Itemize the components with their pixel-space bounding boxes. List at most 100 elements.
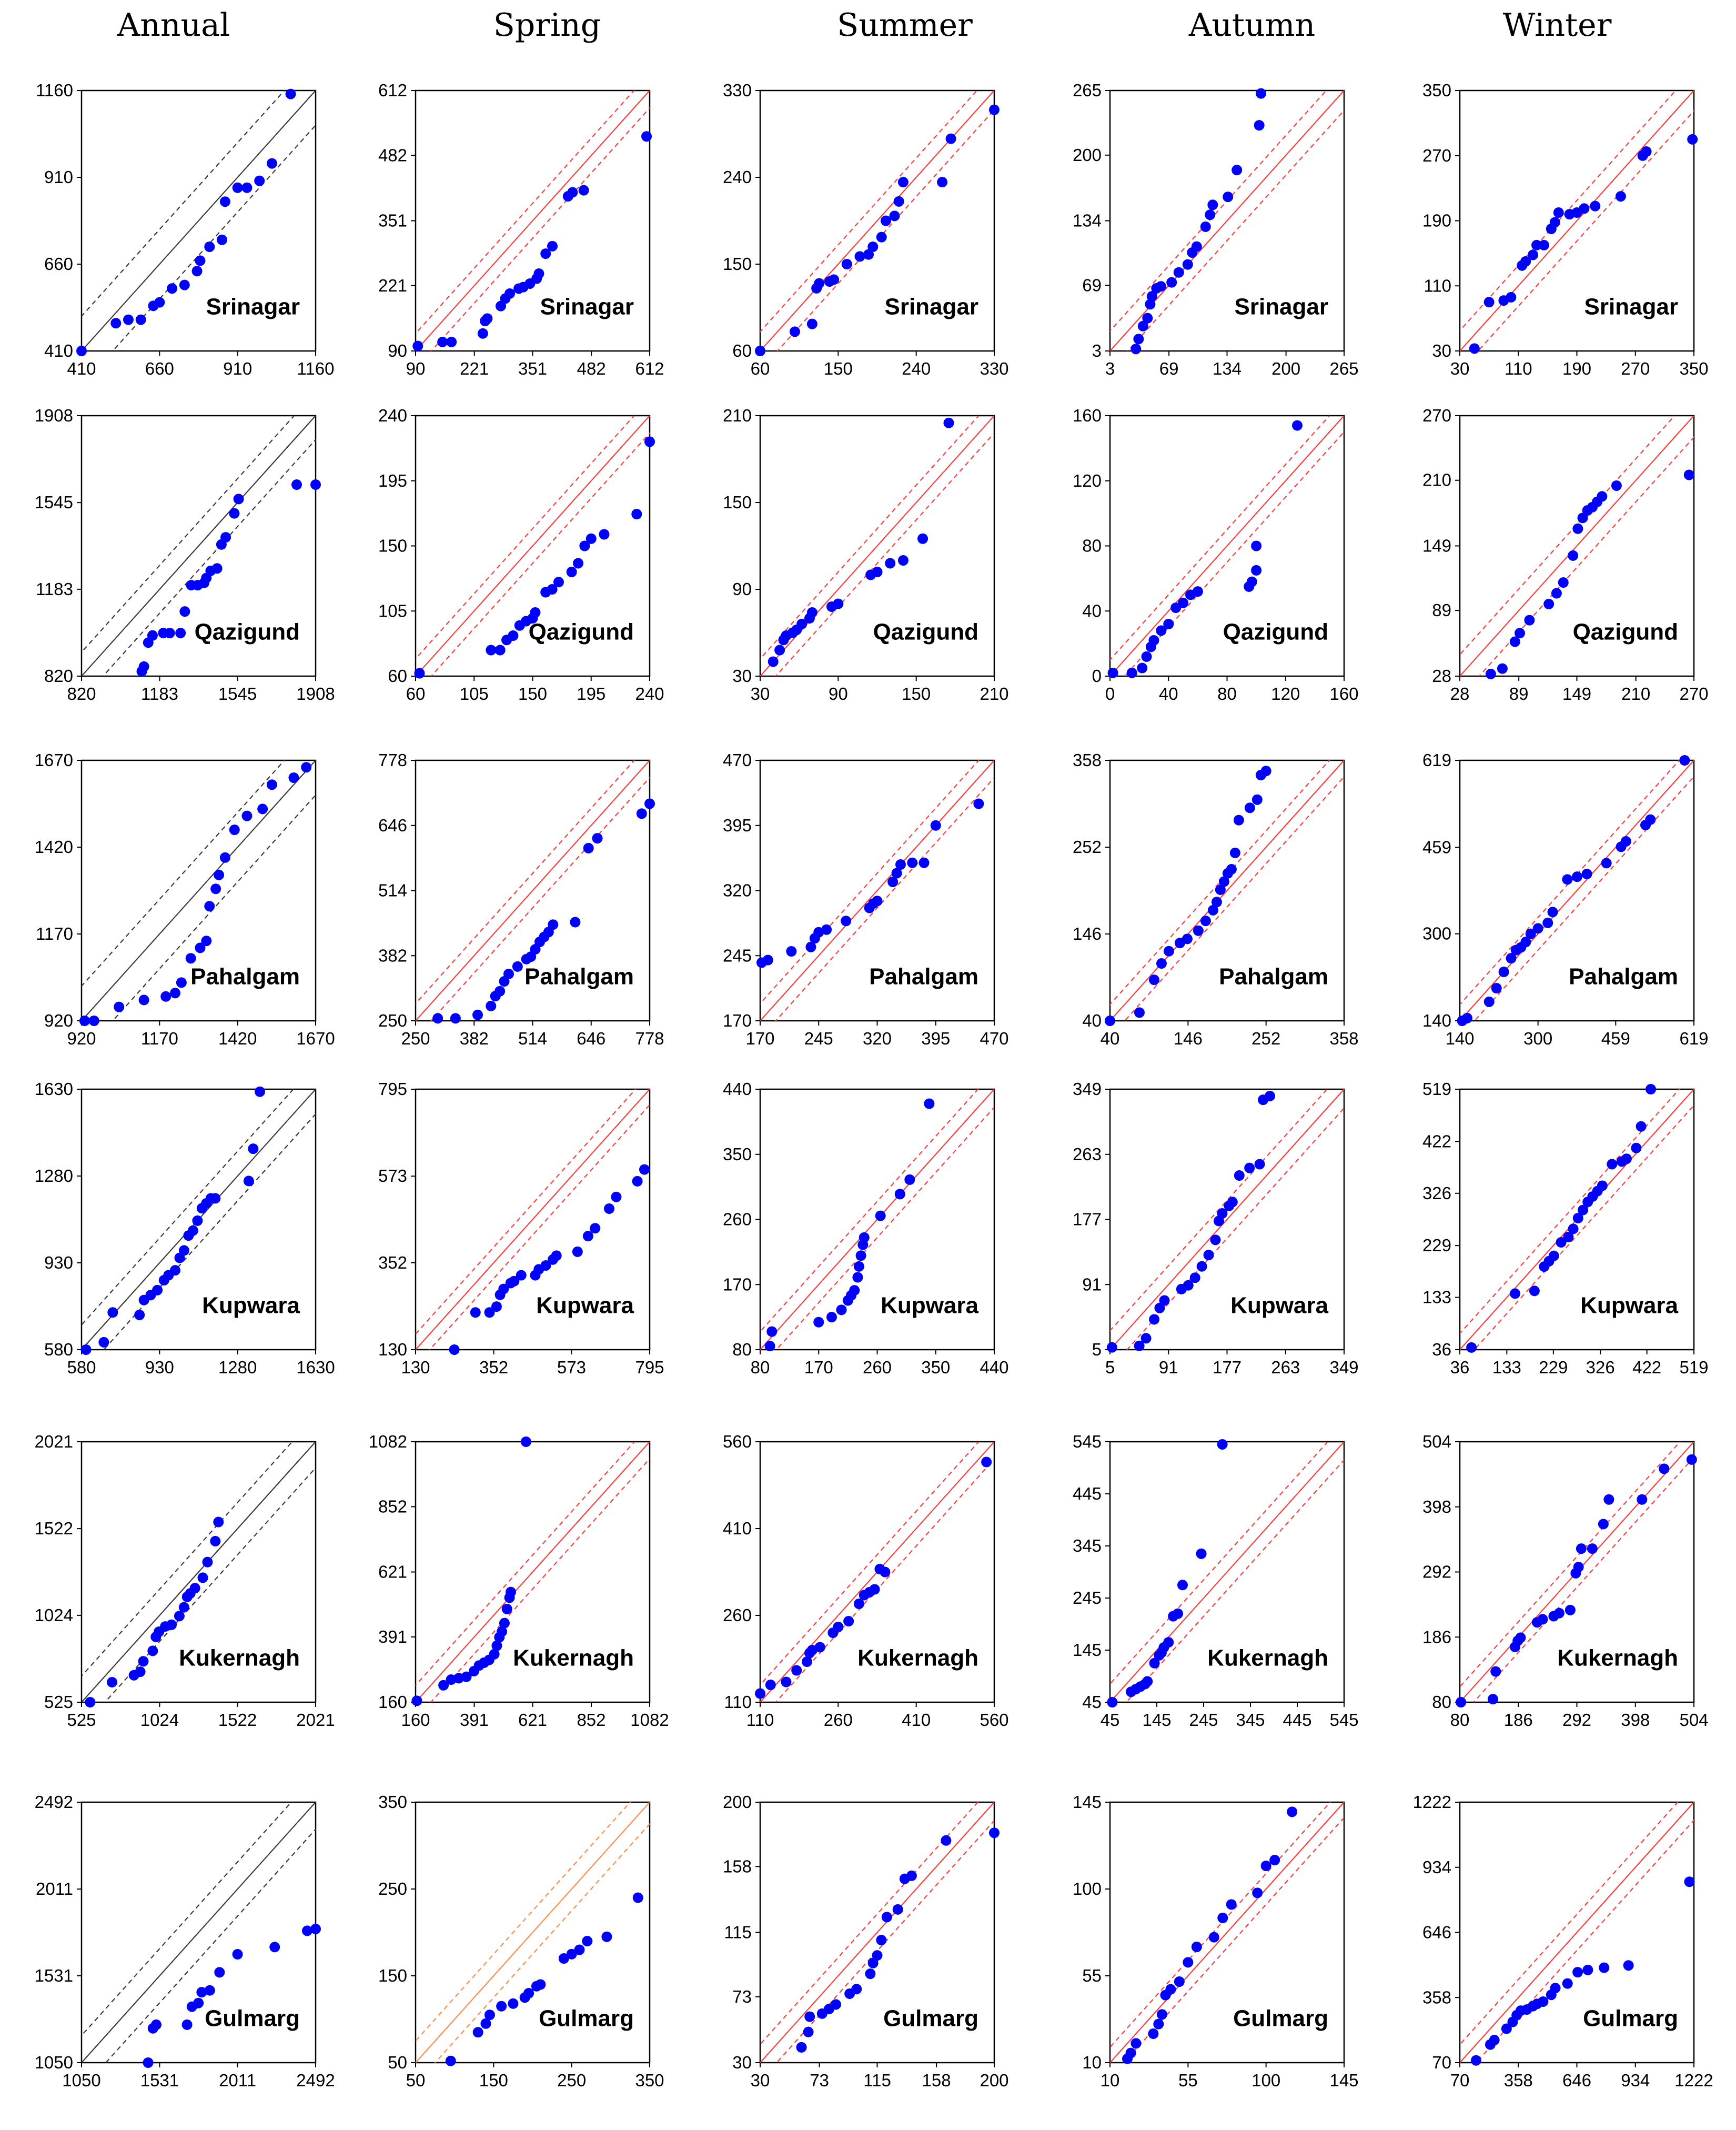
lower-bound-line bbox=[430, 1458, 650, 1702]
x-tick-label: 0 bbox=[1105, 684, 1115, 704]
data-point bbox=[1163, 946, 1174, 957]
y-tick-label: 200 bbox=[1073, 145, 1102, 165]
y-tick-label: 351 bbox=[378, 211, 407, 230]
data-point bbox=[210, 883, 221, 895]
station-label: Gulmarg bbox=[1233, 2006, 1328, 2032]
upper-bound-line bbox=[1460, 91, 1677, 331]
upper-bound-line bbox=[416, 416, 635, 660]
data-point bbox=[1572, 1212, 1583, 1223]
x-tick-label: 934 bbox=[1621, 2071, 1650, 2090]
station-label: Pahalgam bbox=[869, 964, 978, 990]
data-point bbox=[1140, 1333, 1152, 1344]
y-tick-label: 2021 bbox=[35, 1432, 73, 1451]
data-point bbox=[854, 251, 865, 262]
data-point bbox=[641, 131, 652, 142]
panel-qazigund-autumn: 00 40 40 80 80 120 120 160 160 Qazigund bbox=[1073, 406, 1359, 704]
data-points bbox=[411, 1436, 531, 1706]
x-tick-label: 80 bbox=[1450, 1710, 1470, 1730]
data-point bbox=[1590, 200, 1601, 212]
x-tick-label: 2492 bbox=[296, 2071, 335, 2090]
data-point bbox=[472, 1009, 483, 1020]
one-to-one-line bbox=[760, 1802, 994, 2063]
data-point bbox=[789, 326, 800, 337]
data-point bbox=[1149, 1314, 1160, 1325]
station-label: Pahalgam bbox=[524, 964, 634, 990]
data-point bbox=[497, 1626, 508, 1637]
data-point bbox=[852, 1272, 863, 1283]
x-tick-label: 382 bbox=[460, 1029, 489, 1048]
data-point bbox=[1461, 1012, 1472, 1023]
x-tick-label: 170 bbox=[804, 1358, 833, 1377]
one-to-one-line bbox=[82, 416, 316, 676]
x-tick-label: 150 bbox=[824, 359, 853, 378]
data-points bbox=[1469, 134, 1698, 354]
panel-srinagar-autumn: 33 69 69 134 134 200 200 265 265 Srinagar bbox=[1073, 81, 1359, 378]
data-point bbox=[291, 479, 302, 490]
data-point bbox=[1191, 241, 1202, 252]
data-point bbox=[1166, 277, 1177, 288]
reference-lines bbox=[1110, 416, 1344, 676]
data-point bbox=[1107, 1697, 1118, 1707]
data-point bbox=[412, 340, 423, 351]
y-tick-label: 229 bbox=[1422, 1235, 1451, 1255]
y-tick-label: 930 bbox=[44, 1253, 73, 1272]
data-point bbox=[833, 598, 844, 609]
upper-bound-line bbox=[1460, 416, 1676, 656]
x-tick-label: 260 bbox=[863, 1358, 892, 1377]
one-to-one-line bbox=[82, 1802, 316, 2063]
data-point bbox=[482, 313, 493, 324]
data-point bbox=[1683, 469, 1694, 480]
data-point bbox=[1615, 191, 1626, 202]
reference-lines bbox=[1110, 1089, 1344, 1350]
lower-bound-line bbox=[430, 777, 650, 1021]
data-point bbox=[486, 645, 497, 656]
data-point bbox=[872, 896, 883, 907]
data-point bbox=[174, 1611, 185, 1622]
data-point bbox=[1145, 299, 1156, 310]
lower-bound-line bbox=[775, 777, 994, 1021]
data-point bbox=[1142, 313, 1153, 324]
x-tick-label: 160 bbox=[401, 1710, 430, 1730]
lower-bound-line bbox=[1473, 1104, 1694, 1350]
data-point bbox=[1192, 586, 1203, 597]
y-tick-label: 30 bbox=[1432, 341, 1451, 360]
one-to-one-line bbox=[82, 1442, 316, 1702]
y-tick-label: 350 bbox=[378, 1792, 407, 1812]
upper-bound-line bbox=[82, 1802, 292, 2037]
data-points bbox=[1105, 766, 1271, 1026]
y-tick-label: 150 bbox=[378, 1966, 407, 1985]
y-tick-label: 145 bbox=[1073, 1640, 1102, 1660]
data-point bbox=[841, 259, 852, 269]
data-point bbox=[254, 175, 265, 186]
data-point bbox=[1597, 491, 1608, 502]
data-point bbox=[530, 607, 541, 618]
data-point bbox=[924, 1098, 935, 1109]
data-point bbox=[859, 1232, 870, 1243]
y-tick-label: 2011 bbox=[36, 1879, 73, 1898]
y-tick-label: 45 bbox=[1082, 1692, 1102, 1712]
data-point bbox=[164, 628, 175, 639]
data-point bbox=[762, 955, 773, 966]
data-points bbox=[1485, 469, 1694, 679]
data-point bbox=[632, 1175, 643, 1187]
x-tick-label: 459 bbox=[1601, 1029, 1630, 1048]
x-tick-label: 930 bbox=[145, 1358, 174, 1377]
x-tick-label: 245 bbox=[804, 1029, 833, 1048]
lower-bound-line bbox=[1477, 110, 1694, 351]
lower-bound-line bbox=[775, 1820, 994, 2063]
data-points bbox=[449, 1164, 650, 1355]
data-points bbox=[1466, 1084, 1657, 1353]
data-point bbox=[1264, 1090, 1275, 1101]
x-tick-label: 358 bbox=[1504, 2071, 1533, 2090]
x-tick-label: 300 bbox=[1523, 1029, 1552, 1048]
data-point bbox=[229, 508, 240, 519]
data-point bbox=[1659, 1463, 1670, 1474]
data-point bbox=[867, 242, 879, 252]
upper-bound-line bbox=[82, 1442, 293, 1677]
data-point bbox=[147, 630, 158, 641]
x-tick-label: 1024 bbox=[140, 1710, 179, 1730]
